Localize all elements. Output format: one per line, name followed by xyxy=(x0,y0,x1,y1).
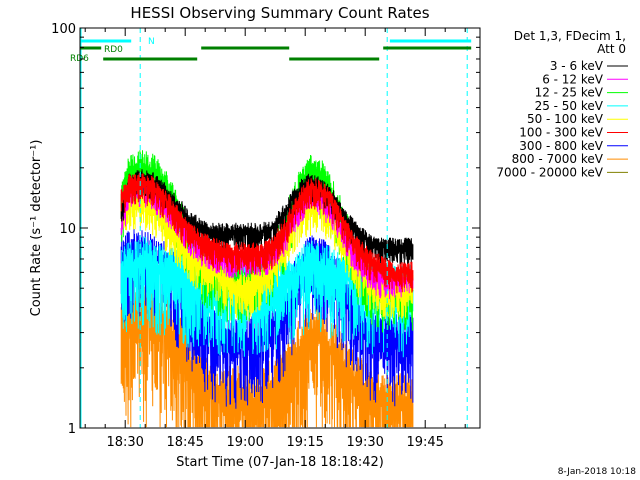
legend-entry-label: 300 - 800 keV xyxy=(519,139,603,153)
flag-label-n: N xyxy=(148,37,155,47)
x-tick-label: 18:30 xyxy=(106,435,143,450)
y-tick-label: 1 xyxy=(68,422,76,437)
timestamp: 8-Jan-2018 10:18 xyxy=(558,467,637,477)
x-tick-label: 18:45 xyxy=(166,435,203,450)
legend-entry-label: 12 - 25 keV xyxy=(535,86,604,100)
legend-entry-label: 100 - 300 keV xyxy=(519,126,603,140)
x-tick-label: 19:30 xyxy=(346,435,383,450)
legend-entry-label: 7000 - 20000 keV xyxy=(496,165,603,179)
legend-entry-label: 800 - 7000 keV xyxy=(512,152,604,166)
x-tick-label: 19:45 xyxy=(406,435,443,450)
legend-header-line-2: Att 0 xyxy=(597,42,626,56)
x-tick-label: 19:15 xyxy=(286,435,323,450)
legend-entry-label: 6 - 12 keV xyxy=(542,72,604,86)
x-axis-label: Start Time (07-Jan-18 18:18:42) xyxy=(176,455,384,470)
legend-entry-label: 25 - 50 keV xyxy=(535,99,604,113)
y-tick-label: 10 xyxy=(59,222,76,237)
legend-entry-label: 3 - 6 keV xyxy=(550,59,604,73)
legend-entry-label: 50 - 100 keV xyxy=(527,112,604,126)
series-line-100-300kev xyxy=(120,172,414,294)
flag-label-rd0: RD0 xyxy=(104,45,123,55)
chart-title: HESSI Observing Summary Count Rates xyxy=(130,4,429,22)
legend-header-line-1: Det 1,3, FDecim 1, xyxy=(514,29,626,43)
y-axis-label: Count Rate (s⁻¹ detector⁻¹) xyxy=(29,140,44,317)
x-tick-label: 19:00 xyxy=(226,435,263,450)
y-tick-label: 100 xyxy=(51,22,76,37)
series-line-800-7000kev xyxy=(120,275,414,428)
